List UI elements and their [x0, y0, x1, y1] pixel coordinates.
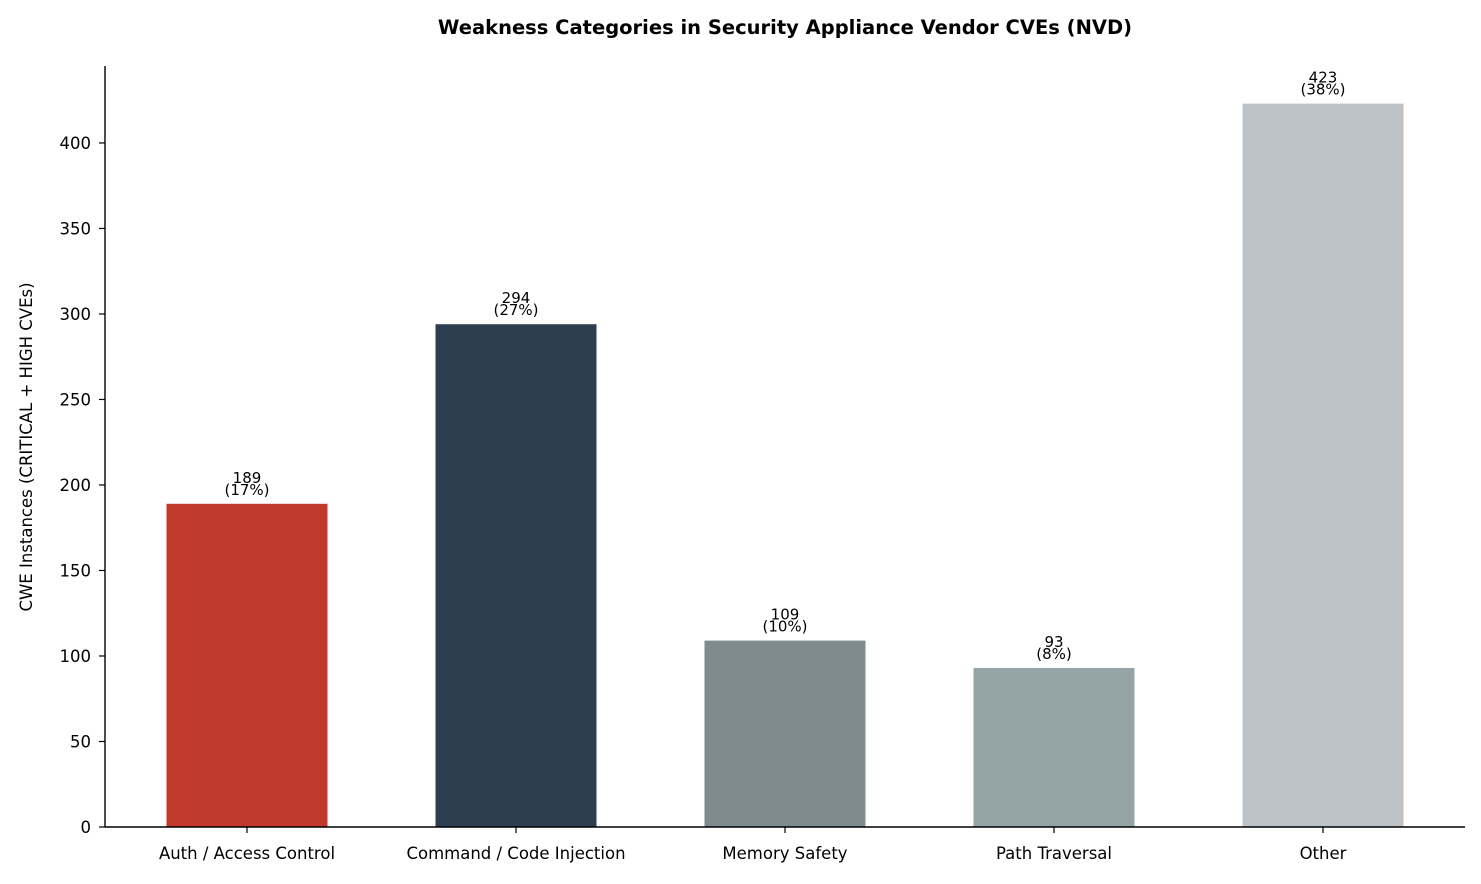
x-tick-label-path-traversal: Path Traversal	[996, 844, 1112, 863]
bar-path-traversal	[973, 667, 1135, 827]
data-label-percent-memory-safety: (10%)	[762, 618, 807, 636]
bar-other	[1242, 103, 1404, 827]
y-tick-label: 0	[81, 818, 92, 837]
chart-title: Weakness Categories in Security Applianc…	[438, 16, 1132, 39]
data-label-value-memory-safety: 109	[771, 606, 800, 624]
y-tick-label: 400	[60, 134, 92, 153]
data-label-value-other: 423	[1309, 69, 1338, 87]
y-tick-label: 150	[60, 561, 92, 580]
bar-memory-safety	[704, 640, 866, 827]
y-tick-label: 50	[70, 732, 91, 751]
axes-layer: 0 50 100 150 200 250 300 350 400 Auth / Access Co…	[60, 66, 1465, 863]
data-label-value-path-traversal: 93	[1044, 633, 1063, 651]
data-label-percent-command-code-injection: (27%)	[493, 301, 538, 319]
data-label-value-command-code-injection: 294	[502, 289, 531, 307]
data-label-percent-path-traversal: (8%)	[1036, 645, 1072, 663]
bar-command-code-injection	[435, 324, 597, 827]
y-tick-label: 200	[60, 476, 92, 495]
y-axis-label: CWE Instances (CRITICAL + HIGH CVEs)	[17, 282, 36, 611]
data-label-percent-auth-access-control: (17%)	[224, 481, 269, 499]
data-labels-layer: 189(17%) 294(27%) 109(10%) 93(8%) 423(38%)	[224, 69, 1345, 663]
y-tick-label: 300	[60, 305, 92, 324]
x-tick-label-other: Other	[1300, 844, 1347, 863]
x-tick-label-command-code-injection: Command / Code Injection	[406, 844, 625, 863]
x-tick-label-auth-access-control: Auth / Access Control	[159, 844, 335, 863]
bar-auth-access-control	[166, 503, 328, 827]
y-tick-label: 100	[60, 647, 92, 666]
data-label-percent-other: (38%)	[1300, 81, 1345, 99]
x-tick-label-memory-safety: Memory Safety	[722, 844, 847, 863]
bars-layer	[166, 103, 1404, 827]
y-tick-label: 250	[60, 390, 92, 409]
y-tick-label: 350	[60, 219, 92, 238]
data-label-value-auth-access-control: 189	[233, 469, 262, 487]
